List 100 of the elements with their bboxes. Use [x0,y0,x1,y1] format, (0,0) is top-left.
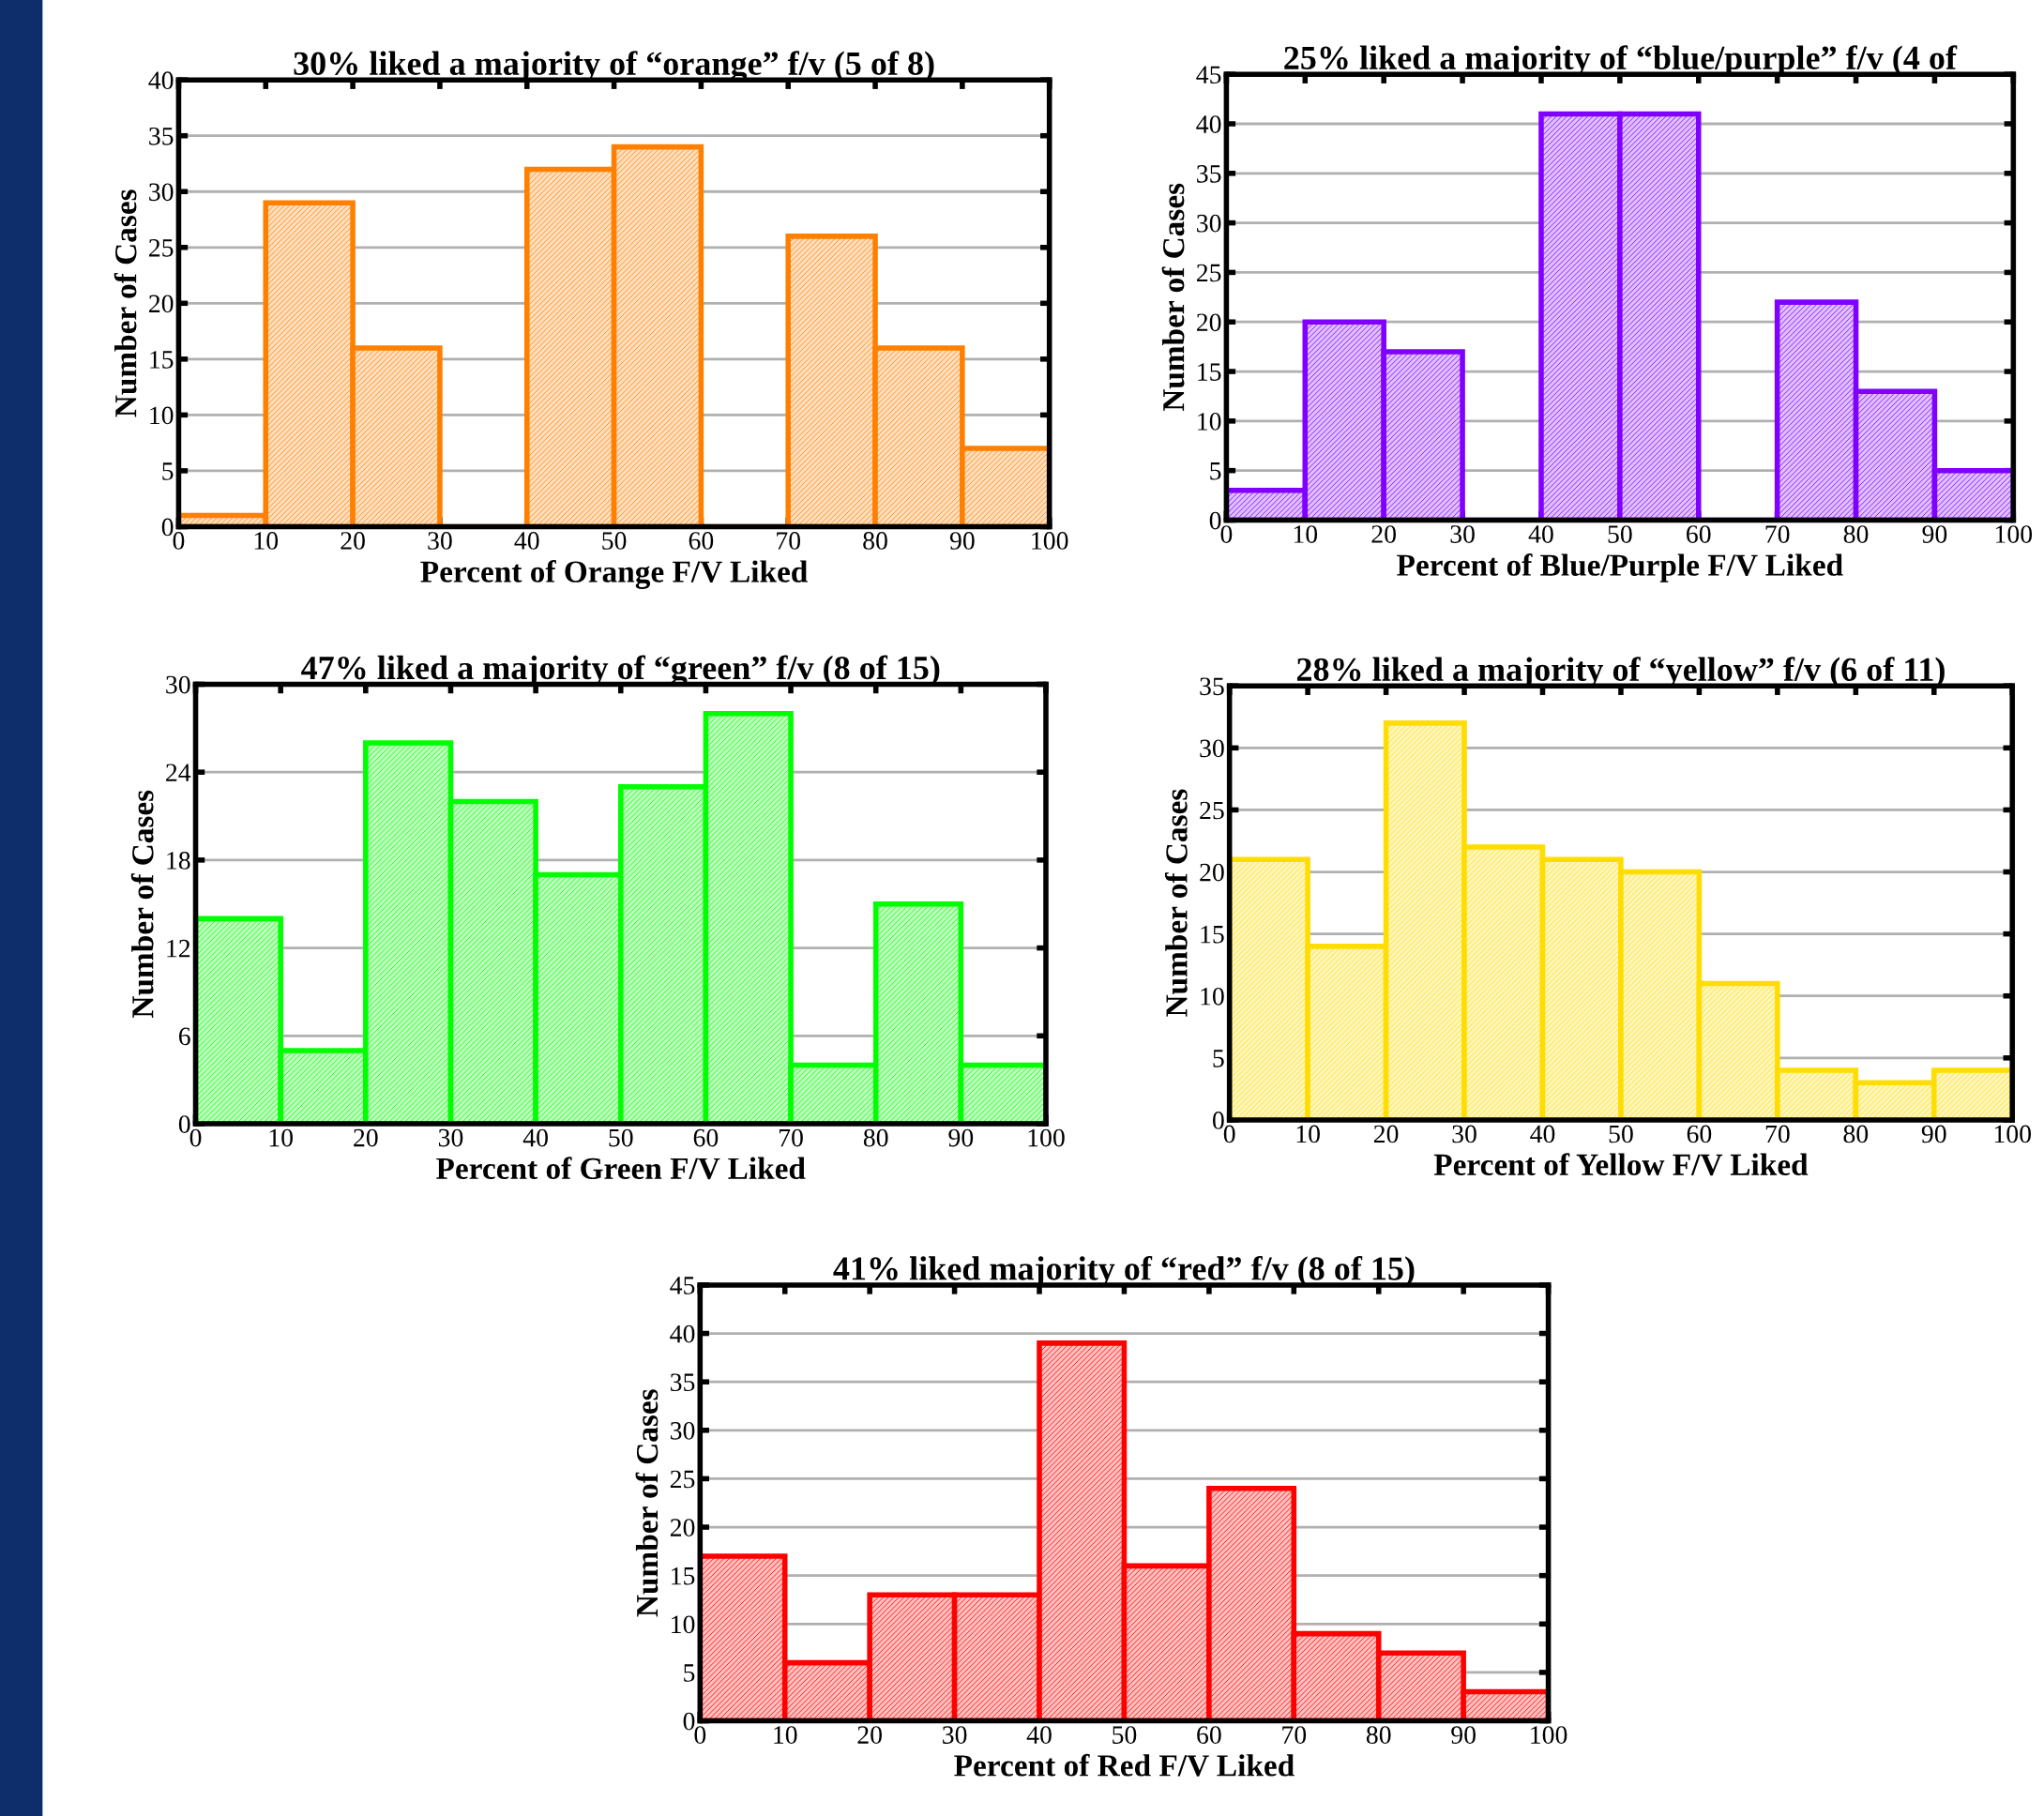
x-tick-label: 30 [428,532,452,550]
y-tick-label: 5 [1210,462,1221,480]
x-tick-label: 100 [1028,1128,1065,1147]
y-tick-label: 35 [149,127,174,145]
x-axis-title: Percent of Green F/V Liked [436,1157,806,1180]
y-tick-label: 20 [670,1519,695,1536]
x-tick-label: 40 [522,1128,548,1147]
y-tick-label: 30 [149,183,174,202]
y-tick-label: 0 [1212,1112,1224,1129]
y-axis-title: Number of Cases [130,790,154,1019]
y-tick-label: 25 [1200,801,1224,820]
y-axis-title: Number of Cases [635,1389,659,1617]
y-tick-label: 40 [1196,115,1221,133]
x-tick-label: 50 [1608,525,1632,543]
y-tick-label: 10 [1201,987,1224,1006]
x-tick-label: 70 [1765,525,1790,543]
y-axis-title: Number of Cases [1164,789,1188,1017]
x-axis-title: Percent of Red F/V Liked [954,1753,1295,1777]
chart-title: 41% liked majority of “red” f/v (8 of 15) [833,1255,1415,1288]
y-tick-label: 10 [672,1615,695,1634]
x-tick-label: 50 [1113,1726,1137,1744]
y-tick-label: 0 [1209,511,1221,530]
x-tick-label: 90 [948,1128,974,1147]
x-axis-title: Percent of Yellow F/V Liked [1433,1153,1809,1176]
x-tick-label: 50 [602,532,627,550]
y-axis-title: Number of Cases [1161,183,1185,412]
x-tick-label: 10 [1294,525,1318,543]
y-tick-label: 24 [166,764,191,781]
x-tick-label: 60 [1687,1125,1712,1143]
x-tick-label: 80 [863,1128,888,1147]
x-tick-label: 30 [1452,1125,1476,1143]
x-tick-label: 20 [857,1726,882,1744]
x-tick-label: 60 [1197,1726,1221,1744]
y-tick-label: 30 [166,675,190,694]
x-tick-label: 90 [949,532,975,550]
x-tick-label: 20 [1371,525,1397,543]
x-tick-label: 20 [1373,1125,1399,1143]
y-tick-label: 6 [178,1027,190,1046]
x-tick-label: 50 [1609,1125,1633,1143]
x-tick-label: 0 [694,1726,706,1744]
y-tick-label: 35 [1200,677,1224,696]
x-tick-label: 60 [1687,525,1711,543]
y-tick-label: 25 [149,239,174,257]
x-tick-label: 80 [1843,1125,1869,1143]
x-tick-label: 40 [1528,525,1553,543]
y-tick-label: 45 [670,1277,695,1294]
x-tick-label: 40 [514,532,539,550]
y-tick-label: 35 [1197,165,1221,183]
x-tick-label: 40 [1026,1726,1052,1744]
x-tick-label: 50 [609,1128,633,1147]
y-tick-label: 25 [1196,264,1221,282]
y-tick-label: 20 [1196,313,1221,332]
x-tick-label: 100 [1995,525,2033,543]
y-tick-label: 20 [1200,863,1224,882]
chart-title: 28% liked a majority of “yellow” f/v (6 of 11) [1296,657,1945,689]
y-tick-label: 45 [1196,66,1221,84]
x-tick-label: 20 [354,1128,378,1147]
x-tick-label: 70 [780,1128,803,1147]
y-tick-label: 30 [1197,214,1221,233]
x-tick-label: 100 [1994,1125,2031,1143]
y-tick-label: 40 [670,1324,695,1343]
y-tick-label: 20 [149,295,174,313]
y-tick-label: 12 [167,939,190,958]
x-tick-label: 60 [689,532,714,550]
y-tick-label: 35 [671,1373,695,1392]
y-axis-title: Number of Cases [114,189,137,417]
x-tick-label: 100 [1032,532,1068,550]
y-tick-label: 30 [1200,739,1224,758]
x-tick-label: 30 [438,1128,463,1147]
y-tick-label: 15 [150,351,174,369]
y-tick-label: 5 [162,462,174,480]
x-tick-label: 30 [943,1726,967,1744]
y-tick-label: 15 [1198,363,1221,381]
y-tick-label: 5 [684,1664,695,1682]
x-tick-label: 40 [1530,1125,1555,1143]
x-axis-title: Percent of Orange F/V Liked [420,560,808,589]
x-tick-label: 90 [1921,1125,1946,1143]
chart-title: 47% liked a majority of “green” f/v (8 of 15) [301,655,940,687]
x-tick-label: 80 [1366,1726,1391,1744]
y-tick-label: 25 [670,1470,695,1489]
x-tick-label: 60 [693,1128,719,1147]
y-tick-label: 15 [672,1566,695,1585]
x-tick-label: 70 [1765,1125,1790,1143]
x-tick-label: 20 [341,532,365,550]
x-tick-label: 70 [1282,1726,1307,1744]
y-tick-label: 5 [1213,1050,1224,1067]
x-tick-label: 10 [1296,1125,1320,1143]
chart-title: 30% liked a majority of “orange” f/v (5 of 8) [294,51,934,83]
x-axis-title: Percent of Blue/Purple F/V Liked [1397,553,1843,583]
x-tick-label: 90 [1451,1726,1476,1744]
x-tick-label: 100 [1531,1726,1567,1744]
x-tick-label: 80 [1843,525,1869,543]
x-tick-label: 10 [254,532,279,550]
x-tick-label: 30 [1450,525,1475,543]
y-tick-label: 0 [683,1712,695,1731]
x-tick-label: 10 [774,1726,797,1744]
y-tick-label: 15 [1201,925,1224,944]
y-tick-label: 18 [167,852,190,870]
chart-title: 25% liked a majority of “blue/purple” f/v (4 of [1284,45,1958,77]
y-tick-label: 40 [148,71,174,90]
